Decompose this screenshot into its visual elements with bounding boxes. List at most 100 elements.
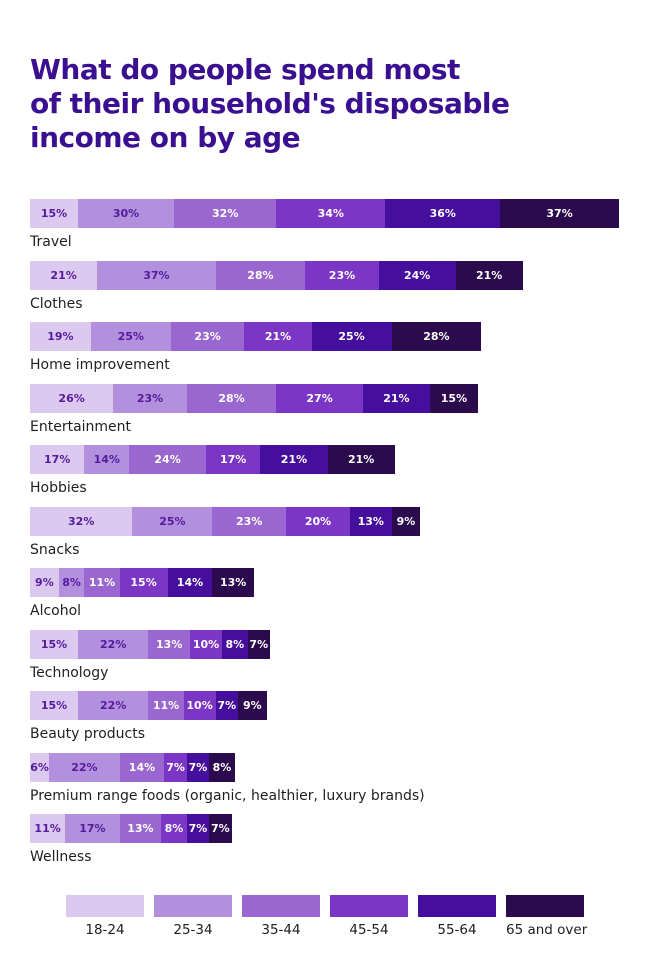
chart-row: 15% 22% 13% 10% 8% 7% Technology — [30, 629, 620, 682]
legend-item: 18-24 — [66, 895, 144, 938]
bar-segment-value: 15% — [130, 576, 157, 589]
bar-segment-value: 21% — [475, 268, 503, 282]
category-label: Entertainment — [30, 418, 132, 435]
bar-segment: 24% — [378, 260, 456, 290]
bar-segment-value: 10% — [186, 699, 213, 712]
bar-segment: 28% — [215, 260, 306, 290]
bar-segment: 15% — [30, 199, 78, 228]
bar-segment-value: 14% — [128, 760, 156, 774]
bar-segment-value: 26% — [58, 391, 85, 405]
bar-segment-value: 15% — [40, 699, 68, 712]
category-label: Travel — [30, 234, 72, 250]
bar-segment-value: 21% — [50, 268, 77, 282]
stacked-bar: 21% 37% 28% 23% 24% 21% — [30, 260, 620, 290]
bar-segment: 28% — [391, 322, 482, 351]
bar-segment-value: 32% — [68, 514, 95, 528]
bar-segment-value: 7% — [217, 699, 237, 712]
stacked-bar: 9% 8% 11% 15% 14% 13% — [30, 568, 620, 597]
chart-row: 32% 25% 23% 20% 13% 9% Snacks — [30, 506, 620, 559]
bar-segment: 23% — [170, 322, 245, 351]
stacked-bar-chart: 15% 30% 32% 34% 36% 37% Travel 21% 37% 28% 23% 24% 2… — [30, 199, 620, 866]
bar-segment: 9% — [30, 568, 59, 597]
bar-segment: 22% — [78, 691, 149, 720]
legend-item: 65 and over — [506, 895, 587, 938]
bar-segment-value: 21% — [264, 330, 292, 343]
stacked-bar: 6% 22% 14% 7% 7% 8% — [30, 752, 620, 782]
bar-segment-value: 8% — [225, 637, 245, 651]
category-label: Premium range foods (organic, healthier,… — [30, 787, 425, 804]
bar-segment: 26% — [30, 383, 114, 413]
category-label: Snacks — [30, 541, 80, 558]
chart-row: 21% 37% 28% 23% 24% 21% Clothes — [30, 260, 620, 313]
stacked-bar: 15% 30% 32% 34% 36% 37% — [30, 199, 620, 228]
legend-item: 25-34 — [154, 895, 232, 938]
bar-segment-value: 23% — [236, 514, 263, 528]
bar-segment-value: 23% — [194, 330, 221, 343]
bar-segment: 19% — [30, 322, 91, 351]
bar-segment-value: 13% — [156, 637, 183, 651]
bar-segment-value: 13% — [220, 576, 247, 589]
category-label: Clothes — [30, 295, 83, 312]
category-label: Alcohol — [30, 603, 82, 619]
bar-segment: 28% — [186, 383, 277, 413]
age-group-legend: 18-24 25-34 35-44 45-54 55-64 65 and over — [30, 895, 620, 938]
bar-segment-value: 8% — [212, 760, 232, 774]
bar-segment-value: 37% — [143, 268, 170, 282]
bar-segment-value: 21% — [383, 391, 410, 405]
legend-label: 45-54 — [349, 922, 389, 938]
bar-segment-value: 7% — [188, 760, 208, 774]
bar-segment: 17% — [30, 445, 85, 474]
stacked-bar: 26% 23% 28% 27% 21% 15% — [30, 383, 620, 413]
bar-segment: 17% — [65, 814, 120, 843]
bar-segment: 14% — [84, 445, 130, 474]
bar-segment-value: 17% — [79, 822, 106, 835]
bar-segment: 32% — [174, 199, 277, 228]
bar-segment-value: 17% — [44, 453, 71, 466]
bar-segment-value: 23% — [328, 268, 356, 282]
bar-segment-value: 11% — [34, 822, 61, 835]
bar-segment: 27% — [276, 383, 363, 413]
bar-segment-value: 36% — [429, 207, 456, 220]
bar-segment: 23% — [113, 383, 187, 413]
bar-segment: 21% — [455, 260, 523, 290]
bar-segment-value: 13% — [357, 514, 384, 528]
bar-segment: 20% — [285, 506, 350, 536]
bar-segment: 8% — [161, 814, 187, 843]
bar-segment-value: 7% — [188, 822, 208, 835]
bar-segment-value: 23% — [136, 391, 164, 405]
bar-segment-value: 11% — [152, 699, 180, 712]
category-label: Technology — [30, 664, 109, 681]
chart-title: What do people spend most of their house… — [30, 53, 510, 154]
bar-segment: 7% — [215, 691, 238, 720]
bar-segment: 10% — [183, 691, 216, 720]
chart-row: 11% 17% 13% 8% 7% 7% Wellness — [30, 814, 620, 866]
bar-segment: 25% — [311, 322, 392, 351]
chart-row: 9% 8% 11% 15% 14% 13% Alcohol — [30, 568, 620, 620]
bar-segment: 21% — [260, 445, 328, 474]
bar-segment: 9% — [391, 506, 421, 536]
bar-segment: 7% — [247, 629, 270, 659]
bar-segment-value: 32% — [212, 207, 239, 220]
bar-segment: 7% — [186, 814, 210, 843]
bar-segment: 15% — [119, 568, 168, 597]
bar-segment-value: 15% — [40, 207, 68, 220]
bar-segment: 13% — [212, 568, 254, 597]
bar-segment-value: 34% — [317, 207, 344, 220]
bar-segment-value: 15% — [440, 391, 468, 405]
bar-segment: 13% — [349, 506, 392, 536]
bar-segment: 23% — [305, 260, 379, 290]
legend-label: 55-64 — [437, 922, 477, 938]
bar-segment-value: 7% — [166, 760, 185, 774]
bar-segment-value: 24% — [403, 268, 431, 282]
bar-segment-value: 6% — [30, 760, 49, 774]
bar-segment-value: 14% — [93, 453, 120, 466]
bar-segment: 8% — [58, 568, 85, 597]
chart-row: 19% 25% 23% 21% 25% 28% Home improvement — [30, 322, 620, 374]
bar-segment: 11% — [84, 568, 120, 597]
bar-segment: 34% — [276, 199, 386, 228]
bar-segment-value: 25% — [338, 330, 365, 343]
chart-row: 15% 30% 32% 34% 36% 37% Travel — [30, 199, 620, 251]
category-label: Wellness — [30, 849, 92, 865]
bar-segment: 8% — [221, 629, 248, 659]
